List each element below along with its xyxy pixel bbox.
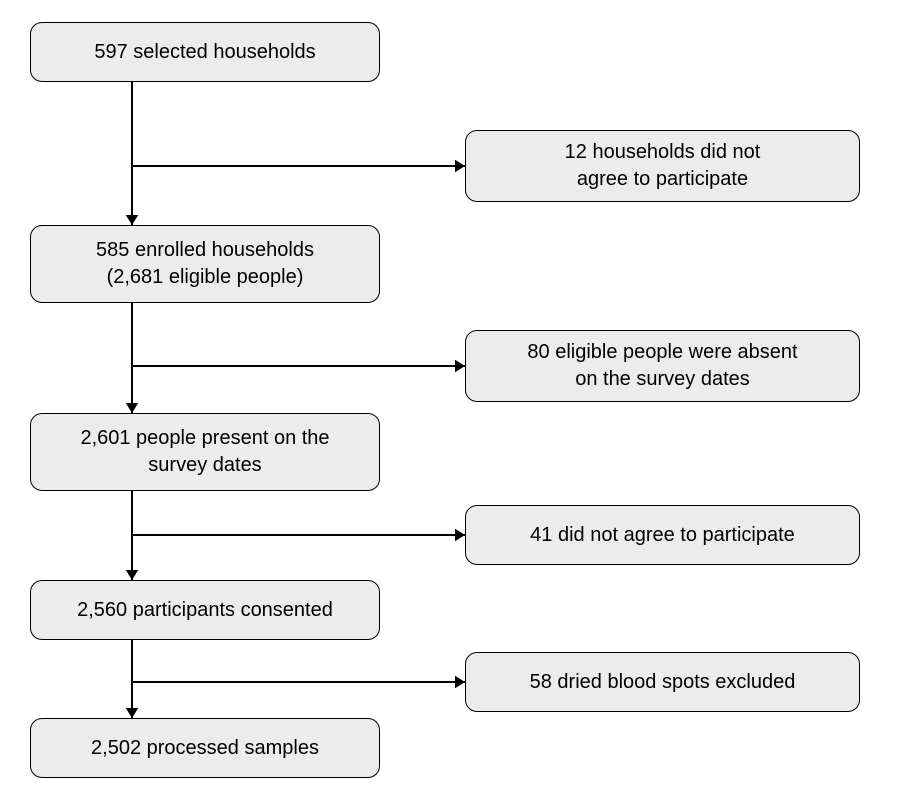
flow-node-s1: 12 households did not agree to participa… bbox=[465, 130, 860, 202]
connector-arrowhead bbox=[455, 529, 465, 542]
flow-node-label: 12 households did not agree to participa… bbox=[565, 139, 761, 193]
flow-node-s4: 58 dried blood spots excluded bbox=[465, 652, 860, 712]
flow-node-n4: 2,560 participants consented bbox=[30, 580, 380, 640]
connector-arrowhead bbox=[126, 570, 139, 580]
flow-node-s3: 41 did not agree to participate bbox=[465, 505, 860, 565]
flow-node-n5: 2,502 processed samples bbox=[30, 718, 380, 778]
flow-node-label: 80 eligible people were absent on the su… bbox=[527, 339, 797, 393]
connector-arrowhead bbox=[126, 708, 139, 718]
connector-arrowhead bbox=[455, 360, 465, 373]
connector-arrowhead bbox=[455, 676, 465, 689]
flow-node-label: 2,502 processed samples bbox=[91, 735, 319, 762]
flow-node-label: 585 enrolled households (2,681 eligible … bbox=[96, 237, 314, 291]
connector-arrowhead bbox=[126, 215, 139, 225]
connector-arrowhead bbox=[455, 160, 465, 173]
flow-node-label: 58 dried blood spots excluded bbox=[530, 669, 796, 696]
connector-arrowhead bbox=[126, 403, 139, 413]
flow-node-label: 597 selected households bbox=[94, 39, 315, 66]
flow-node-label: 2,560 participants consented bbox=[77, 597, 333, 624]
flow-node-s2: 80 eligible people were absent on the su… bbox=[465, 330, 860, 402]
flowchart-canvas: 597 selected households 12 households did… bbox=[0, 0, 900, 791]
flow-node-n1: 597 selected households bbox=[30, 22, 380, 82]
flow-node-label: 2,601 people present on the survey dates bbox=[80, 425, 329, 479]
flow-node-n3: 2,601 people present on the survey dates bbox=[30, 413, 380, 491]
flow-node-n2: 585 enrolled households (2,681 eligible … bbox=[30, 225, 380, 303]
flow-node-label: 41 did not agree to participate bbox=[530, 522, 795, 549]
